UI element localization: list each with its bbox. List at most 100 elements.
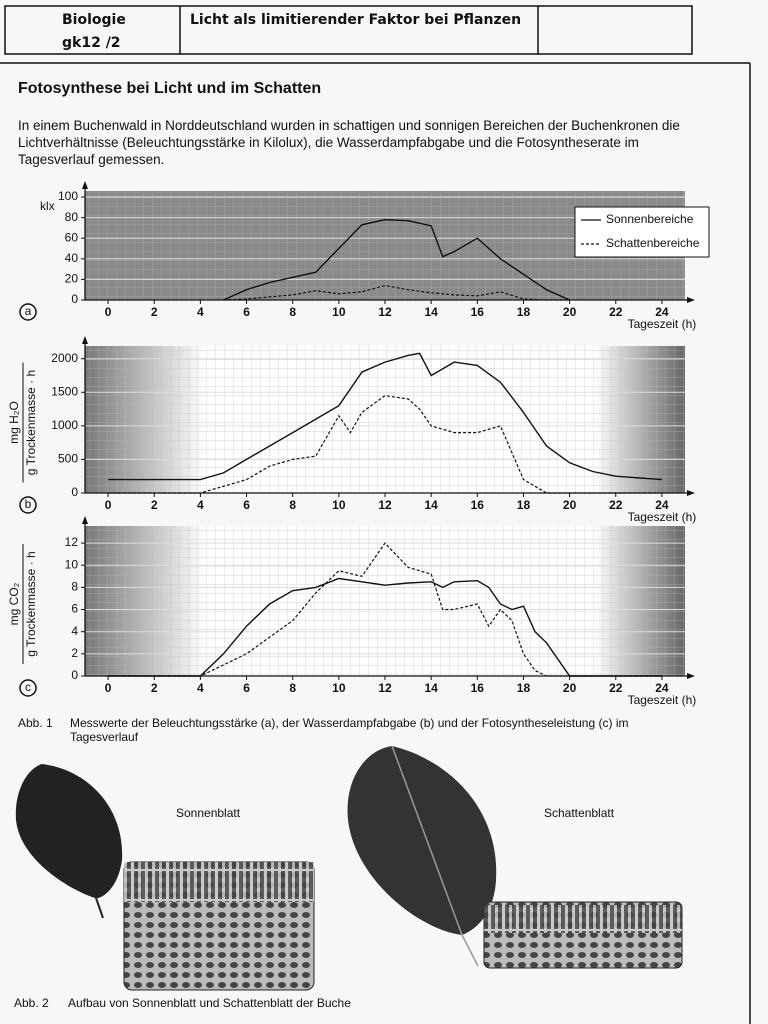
- y-tick-label: 1500: [51, 384, 78, 398]
- x-tick-label: 0: [105, 681, 112, 695]
- x-axis-label: Tageszeit (h): [628, 317, 697, 331]
- axes: [84, 520, 691, 677]
- x-tick-label: 24: [655, 305, 669, 319]
- y-tick-label: 8: [71, 580, 78, 594]
- y-tick-label: 0: [71, 292, 78, 306]
- y-axis-label-bottom: g Trockenmasse · h: [24, 370, 38, 475]
- x-axis-label: Tageszeit (h): [628, 693, 697, 707]
- data-line: [108, 352, 662, 481]
- x-tick-label: 6: [243, 681, 250, 695]
- x-tick-label: 6: [243, 305, 250, 319]
- y-tick-label: 0: [71, 485, 78, 499]
- x-tick-label: 8: [289, 681, 296, 695]
- x-tick-label: 12: [378, 681, 392, 695]
- x-tick-label: 20: [563, 498, 577, 512]
- panel-label: c: [25, 680, 31, 694]
- x-tick-label: 2: [151, 681, 158, 695]
- legend-label: Sonnenbereiche: [606, 212, 694, 226]
- x-tick-label: 6: [243, 498, 250, 512]
- y-tick-label: 10: [65, 557, 79, 571]
- x-tick-label: 18: [517, 305, 531, 319]
- x-tick-label: 16: [471, 498, 485, 512]
- y-axis-label: klx: [40, 199, 55, 213]
- y-axis-label-top: mg H₂O: [7, 401, 21, 444]
- y-axis-label: mg CO₂ g Trockenmasse · h: [7, 544, 38, 664]
- x-tick-label: 10: [332, 681, 346, 695]
- x-tick-label: 0: [105, 305, 112, 319]
- y-tick-label: 40: [65, 251, 79, 265]
- figure-caption: Aufbau von Sonnenblatt und Schattenblatt…: [68, 996, 351, 1010]
- figure-caption: Messwerte der Beleuchtungsstärke (a), de…: [70, 716, 629, 744]
- x-tick-label: 4: [197, 305, 204, 319]
- panel-marker: [19, 496, 37, 514]
- x-tick-label: 14: [424, 681, 438, 695]
- x-tick-label: 16: [471, 681, 485, 695]
- heading: Fotosynthese bei Licht und im Schatten: [18, 80, 322, 97]
- x-tick-label: 22: [609, 305, 623, 319]
- x-tick-label: 18: [517, 681, 531, 695]
- y-tick-label: 6: [71, 602, 78, 616]
- x-tick-label: 24: [655, 498, 669, 512]
- x-tick-label: 14: [424, 305, 438, 319]
- topic: Licht als limitierender Faktor bei Pflan…: [190, 12, 522, 28]
- x-tick-label: 2: [151, 498, 158, 512]
- data-line: [223, 284, 570, 301]
- y-tick-label: 2000: [51, 351, 78, 365]
- y-tick-label: 0: [71, 668, 78, 682]
- y-tick-label: 60: [65, 230, 79, 244]
- x-tick-label: 10: [332, 498, 346, 512]
- y-tick-label: 100: [58, 189, 78, 203]
- y-axis-label-top: mg CO₂: [7, 582, 21, 625]
- y-tick-label: 1000: [51, 418, 78, 432]
- subject: Biologie: [62, 12, 126, 28]
- x-tick-label: 2: [151, 305, 158, 319]
- figure-label: Abb. 2: [14, 996, 49, 1010]
- x-tick-label: 22: [609, 498, 623, 512]
- x-tick-label: 20: [563, 305, 577, 319]
- plot-texture: [85, 346, 685, 493]
- x-tick-label: 20: [563, 681, 577, 695]
- data-line: [223, 218, 570, 301]
- leaf-label: Schattenblatt: [544, 806, 615, 820]
- x-tick-label: 4: [197, 498, 204, 512]
- axes: [84, 340, 691, 494]
- y-tick-label: 12: [65, 535, 79, 549]
- x-tick-label: 24: [655, 681, 669, 695]
- panel-label: a: [25, 304, 32, 318]
- x-tick-label: 0: [105, 498, 112, 512]
- y-axis-label: mg H₂O g Trockenmasse · h: [7, 362, 38, 483]
- legend-box: [574, 206, 710, 258]
- x-tick-label: 8: [289, 498, 296, 512]
- panel-marker: [19, 679, 37, 697]
- x-tick-label: 14: [424, 498, 438, 512]
- leaf-label: Sonnenblatt: [176, 806, 241, 820]
- y-tick-label: 2: [71, 646, 78, 660]
- data-line: [108, 394, 662, 494]
- data-line: [108, 577, 662, 677]
- y-tick-label: 500: [58, 452, 78, 466]
- x-tick-label: 22: [609, 681, 623, 695]
- legend-label: Schattenbereiche: [606, 236, 700, 250]
- data-line: [108, 542, 662, 677]
- intro: In einem Buchenwald in Norddeutschland w…: [18, 118, 680, 167]
- x-axis-label: Tageszeit (h): [628, 510, 697, 524]
- plot-texture: [85, 526, 685, 676]
- y-tick-label: 4: [71, 624, 78, 638]
- y-axis-label-bottom: g Trockenmasse · h: [24, 551, 38, 656]
- x-tick-label: 10: [332, 305, 346, 319]
- x-tick-label: 4: [197, 681, 204, 695]
- y-tick-label: 20: [65, 272, 79, 286]
- x-tick-label: 16: [471, 305, 485, 319]
- axes: [84, 185, 691, 301]
- y-tick-label: 80: [65, 210, 79, 224]
- x-tick-label: 18: [517, 498, 531, 512]
- panel-label: b: [25, 497, 32, 511]
- leaf-illustrations: [15, 745, 683, 991]
- figure-label: Abb. 1: [18, 716, 53, 730]
- panel-marker: [19, 303, 37, 321]
- header-box: [0, 5, 751, 1024]
- x-tick-label: 12: [378, 498, 392, 512]
- x-tick-label: 8: [289, 305, 296, 319]
